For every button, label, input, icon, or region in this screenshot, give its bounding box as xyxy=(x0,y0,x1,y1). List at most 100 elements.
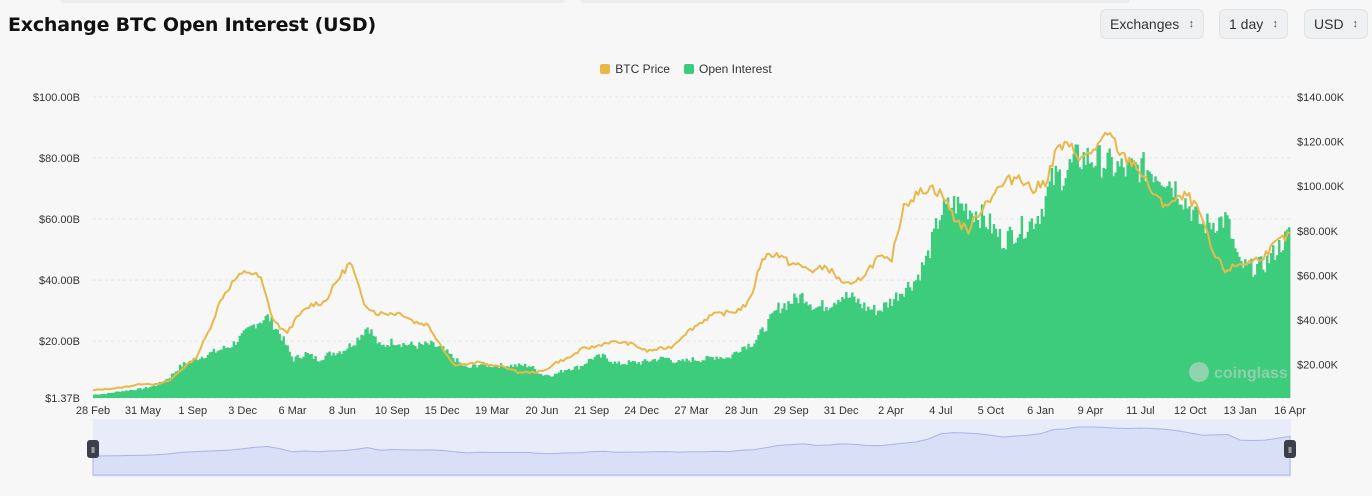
open-interest-bar xyxy=(685,358,688,398)
open-interest-bar xyxy=(400,347,403,398)
open-interest-bar xyxy=(294,356,297,398)
range-navigator[interactable]: ll ll xyxy=(87,419,1296,477)
interval-select[interactable]: 1 day ↕ xyxy=(1219,9,1288,39)
open-interest-bar xyxy=(894,292,898,398)
open-interest-bar xyxy=(655,361,658,398)
open-interest-bar xyxy=(406,345,409,398)
open-interest-bar xyxy=(376,343,379,398)
x-tick-label: 5 Oct xyxy=(978,405,1004,417)
open-interest-bar xyxy=(635,363,639,398)
open-interest-bar xyxy=(150,386,154,398)
open-interest-bar xyxy=(1064,178,1067,398)
open-interest-bar xyxy=(791,303,794,398)
open-interest-bar xyxy=(563,370,567,398)
open-interest-bar xyxy=(480,364,483,398)
open-interest-bar xyxy=(368,333,371,398)
open-interest-bar xyxy=(619,364,623,398)
open-interest-bar xyxy=(170,373,174,398)
open-interest-bar xyxy=(1266,255,1269,398)
open-interest-bar xyxy=(1208,222,1211,398)
y-left-tick-label: $1.37B xyxy=(45,393,80,405)
open-interest-bar xyxy=(759,329,762,398)
y-left-tick-label: $20.00B xyxy=(39,336,80,348)
open-interest-bar xyxy=(1128,161,1131,398)
open-interest-bar xyxy=(675,362,678,398)
x-tick-label: 8 Jun xyxy=(329,405,356,417)
open-interest-bar xyxy=(1010,230,1014,398)
x-tick-label: 6 Mar xyxy=(278,405,306,417)
open-interest-bar xyxy=(922,265,926,398)
navigator-handle-left[interactable]: ll xyxy=(87,440,99,458)
open-interest-bar xyxy=(653,359,656,398)
open-interest-bar xyxy=(679,360,682,398)
open-interest-bar xyxy=(517,363,521,398)
open-interest-bar xyxy=(521,366,525,398)
open-interest-bar xyxy=(839,301,842,398)
open-interest-bar xyxy=(360,334,363,398)
open-interest-bar xyxy=(1126,160,1129,398)
open-interest-bar xyxy=(575,365,579,398)
y-right-tick-label: $20.00K xyxy=(1297,360,1339,372)
open-interest-bar xyxy=(1248,263,1251,398)
open-interest-bar xyxy=(134,390,138,398)
x-tick-label: 27 Mar xyxy=(674,405,709,417)
open-interest-bar xyxy=(763,331,766,398)
open-interest-bar xyxy=(1152,182,1155,398)
open-interest-bar xyxy=(1198,223,1201,398)
open-interest-bar xyxy=(100,394,104,398)
open-interest-bar xyxy=(926,250,930,398)
open-interest-bar xyxy=(873,304,876,398)
open-interest-bar xyxy=(166,378,170,398)
open-interest-bar xyxy=(394,345,397,398)
open-interest-bar xyxy=(118,392,122,398)
open-interest-bar xyxy=(829,308,832,398)
open-interest-bar xyxy=(779,313,782,398)
navigator-handle-right[interactable]: ll xyxy=(1284,440,1296,458)
currency-select[interactable]: USD ↕ xyxy=(1304,9,1368,39)
open-interest-bar xyxy=(918,280,922,398)
open-interest-bar xyxy=(1000,248,1004,398)
exchanges-select[interactable]: Exchanges ↕ xyxy=(1100,9,1204,39)
open-interest-bar xyxy=(845,291,848,398)
open-interest-bar xyxy=(525,367,529,398)
open-interest-bar xyxy=(1026,231,1030,398)
open-interest-bar xyxy=(308,354,311,398)
open-interest-bar xyxy=(883,302,886,398)
open-interest-bar xyxy=(505,366,509,398)
open-interest-bar xyxy=(859,303,862,398)
open-interest-bar xyxy=(583,364,587,398)
open-interest-bar xyxy=(607,361,611,398)
open-interest-bar xyxy=(543,375,547,398)
open-interest-bar xyxy=(448,353,451,398)
open-interest-bar xyxy=(912,281,916,398)
open-interest-bar xyxy=(631,360,635,398)
open-interest-bar xyxy=(298,357,301,398)
y-left-tick-label: $40.00B xyxy=(39,275,80,287)
open-interest-bar xyxy=(629,361,633,398)
open-interest-bar xyxy=(364,329,367,398)
legend-item-open-interest[interactable]: Open Interest xyxy=(683,62,772,76)
open-interest-bar xyxy=(837,299,840,398)
open-interest-bar xyxy=(1200,224,1203,398)
open-interest-bar xyxy=(220,349,224,398)
open-interest-bar xyxy=(753,343,756,398)
open-interest-bar xyxy=(334,355,337,398)
open-interest-bar xyxy=(1172,196,1175,398)
open-interest-bar xyxy=(1068,159,1071,398)
legend-item-btc-price[interactable]: BTC Price xyxy=(600,62,670,76)
open-interest-bar xyxy=(998,228,1002,398)
open-interest-bar xyxy=(958,203,962,398)
open-interest-bar xyxy=(527,366,531,398)
open-interest-bar xyxy=(783,303,786,398)
open-interest-bar xyxy=(396,344,399,398)
open-interest-bar xyxy=(1028,221,1032,398)
open-interest-bar xyxy=(691,357,694,398)
open-interest-bar xyxy=(1138,182,1141,398)
open-interest-bar xyxy=(885,302,888,398)
open-interest-bar xyxy=(1176,198,1179,398)
open-interest-bar xyxy=(625,364,629,398)
open-interest-bar xyxy=(156,385,160,398)
open-interest-bar xyxy=(910,290,914,398)
open-interest-bar xyxy=(1274,259,1277,398)
open-interest-bar xyxy=(180,366,184,398)
